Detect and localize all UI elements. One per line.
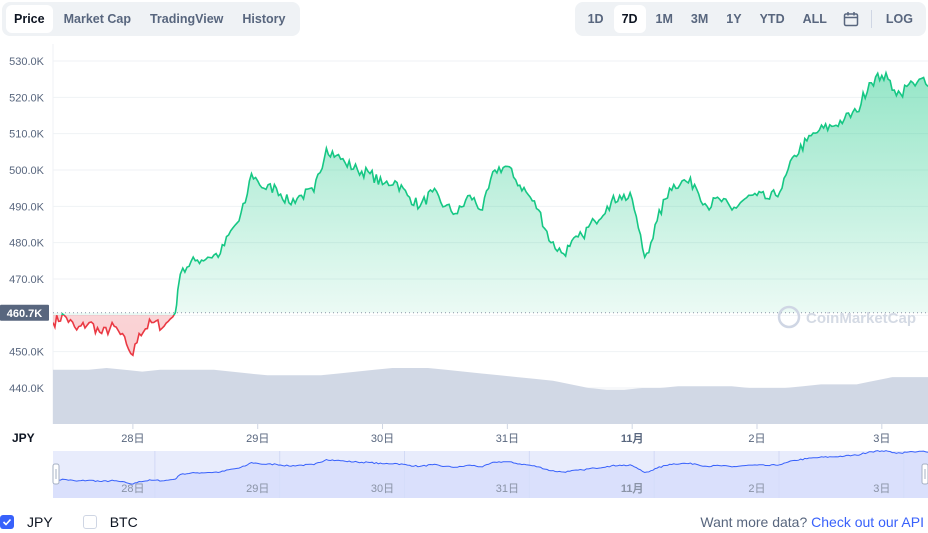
volume-area — [53, 368, 928, 424]
navigator-label: 3日 — [873, 483, 890, 495]
range-7d[interactable]: 7D — [613, 5, 646, 33]
calendar-button[interactable] — [836, 5, 866, 33]
navigator-label: 30日 — [371, 483, 394, 495]
legend-btc[interactable]: BTC — [82, 514, 138, 530]
y-tick-label: 480.0K — [9, 238, 45, 250]
price-line — [53, 70, 928, 357]
navigator-label: 31日 — [496, 483, 519, 495]
price-area-up — [53, 72, 928, 315]
currency-axis-label: JPY — [12, 431, 35, 445]
range-3m[interactable]: 3M — [690, 12, 709, 26]
x-axis: 28日 29日 30日 31日 11月 2日 3日 — [121, 424, 890, 445]
range-1m[interactable]: 1M — [655, 12, 673, 26]
range-all[interactable]: ALL — [802, 12, 827, 26]
y-tick-label: 500.0K — [9, 165, 45, 177]
calendar-icon — [843, 12, 859, 27]
reference-price-line: 460.7K — [0, 304, 928, 321]
range-1y[interactable]: 1Y — [726, 12, 742, 26]
legend-jpy-label: JPY — [27, 514, 53, 530]
price-chart[interactable]: 440.0K 450.0K 470.0K 480.0K 490.0K 500.0K 510.… — [0, 0, 928, 512]
tab-tradingview[interactable]: TradingView — [149, 12, 224, 26]
y-tick-label: 530.0K — [9, 56, 45, 68]
price-area-down — [53, 315, 174, 356]
watermark-text: CoinMarketCap — [806, 310, 916, 327]
tab-history[interactable]: History — [242, 12, 286, 26]
range-1d[interactable]: 1D — [587, 12, 604, 26]
tab-price[interactable]: Price — [6, 5, 53, 33]
navigator-label: 29日 — [246, 483, 269, 495]
legend-btc-label: BTC — [109, 514, 138, 530]
series-legend: JPY BTC — [0, 512, 168, 532]
x-tick-label: 11月 — [621, 432, 644, 445]
current-price-badge — [0, 304, 49, 321]
navigator-label: 28日 — [121, 483, 144, 495]
y-tick-label: 510.0K — [9, 129, 45, 141]
legend-jpy[interactable]: JPY — [0, 514, 53, 530]
watermark: CoinMarketCap — [777, 305, 916, 329]
api-promo-text: Want more data? — [700, 514, 812, 530]
x-tick-label: 31日 — [496, 433, 519, 445]
api-link[interactable]: Check out our API — [811, 514, 924, 530]
x-tick-label: 29日 — [246, 433, 269, 445]
navigator-label: 11月 — [621, 482, 644, 495]
x-tick-label: 3日 — [873, 433, 890, 445]
x-tick-label: 28日 — [121, 433, 144, 445]
y-tick-label: 470.0K — [9, 274, 45, 286]
price-line-up — [61, 70, 928, 315]
price-area — [53, 72, 928, 356]
checkbox-unchecked-icon[interactable] — [82, 515, 97, 529]
y-tick-label: 450.0K — [9, 347, 45, 359]
y-axis: 440.0K 450.0K 470.0K 480.0K 490.0K 500.0K 510.… — [9, 56, 45, 395]
checkbox-checked-icon[interactable] — [0, 515, 14, 529]
navigator-label: 2日 — [748, 483, 765, 495]
range-navigator[interactable]: 28日 29日 30日 31日 11月 2日 3日 — [52, 450, 928, 498]
current-price-label: 460.7K — [7, 308, 43, 320]
x-tick-label: 30日 — [371, 433, 394, 445]
y-tick-label: 490.0K — [9, 201, 45, 213]
tab-market-cap[interactable]: Market Cap — [63, 12, 131, 26]
y-tick-label: 440.0K — [9, 383, 45, 395]
navigator-area — [53, 450, 928, 498]
log-scale-toggle[interactable]: LOG — [885, 12, 913, 26]
x-tick-label: 2日 — [748, 433, 765, 445]
y-tick-label: 520.0K — [9, 92, 45, 104]
volume-band — [53, 368, 928, 424]
toolbar-divider — [870, 10, 872, 28]
api-promo: Want more data? Check out our API — [700, 514, 924, 530]
range-ytd[interactable]: YTD — [759, 12, 785, 26]
navigator-line — [52, 450, 928, 485]
chart-type-tabs: Price Market Cap TradingView History — [2, 2, 301, 36]
time-range-selector: 1D 7D 1M 3M 1Y YTD ALL LOG — [574, 2, 926, 36]
